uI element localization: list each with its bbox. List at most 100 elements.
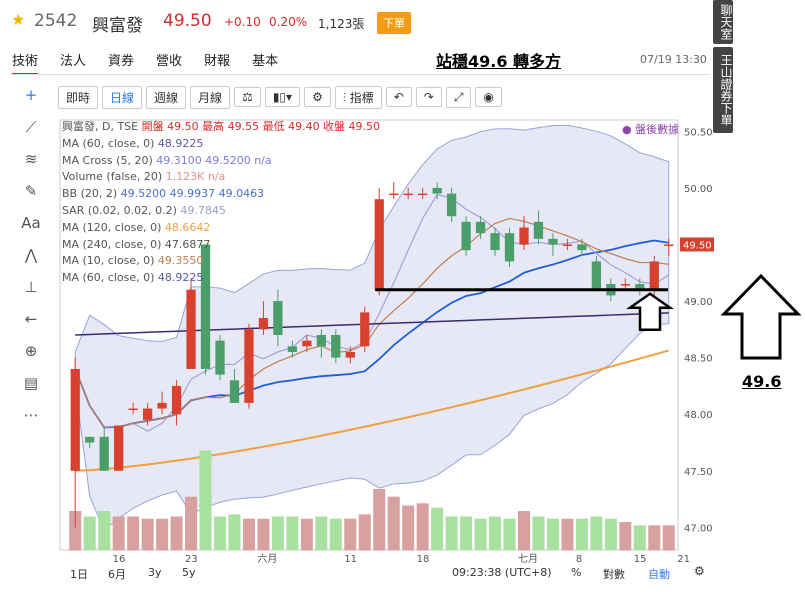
redo-icon[interactable]: ↷: [415, 87, 442, 107]
candle-body: [157, 402, 167, 409]
volume-bar: [489, 516, 502, 551]
legend-row: Volume (false, 20) 1.123K n/a: [62, 169, 380, 186]
candle-body: [229, 380, 240, 403]
line-tool-icon[interactable]: ⟋: [25, 118, 37, 136]
volume-bar: [373, 489, 386, 551]
chart-toolbar: 即時 日線 週線 月線 ⚖ ▮▯▾ ⚙ ⫶ 指標 ↶ ↷ ⤢ ◉: [58, 85, 506, 109]
volume-bar: [387, 496, 400, 551]
candle-body: [562, 244, 573, 246]
tab-weekly[interactable]: 週線: [146, 85, 187, 109]
crosshair-icon[interactable]: +: [24, 86, 38, 104]
volume-bar: [416, 503, 429, 551]
candle-body: [345, 351, 355, 358]
broker-order-button[interactable]: 王山證券下單: [713, 47, 733, 133]
volume-bar: [546, 518, 559, 551]
stock-price: 49.50: [163, 11, 212, 31]
candle-body: [461, 221, 471, 251]
y-tick-label: 47.00: [684, 523, 713, 534]
brush-icon[interactable]: ✎: [24, 182, 38, 200]
tab-monthly[interactable]: 月線: [190, 85, 231, 109]
tab-margin[interactable]: 資券: [108, 54, 135, 69]
text-tool-icon[interactable]: Aa: [21, 214, 41, 232]
volume-bar: [445, 516, 458, 551]
candle-type-icon[interactable]: ▮▯▾: [264, 87, 301, 107]
volume-bar: [402, 505, 415, 551]
tab-institutional[interactable]: 法人: [60, 54, 87, 69]
legend-row: MA Cross (5, 20) 49.3100 49.5200 n/a: [62, 153, 380, 170]
gear-icon[interactable]: ⚙: [694, 564, 705, 578]
date-time: 07/19 13:30: [640, 53, 707, 66]
candle-body: [446, 193, 457, 217]
tab-financials[interactable]: 財報: [204, 54, 231, 69]
clock-readout: 09:23:38 (UTC+8): [452, 566, 552, 579]
scale-icon[interactable]: ⚖: [234, 87, 261, 107]
pattern-tool-icon[interactable]: ⋀: [24, 246, 38, 264]
y-tick-label: 50.00: [684, 184, 713, 195]
y-tick-label: 49.00: [684, 297, 713, 308]
legend-name: MA (120, close, 0): [62, 220, 165, 234]
stock-name: 興富發: [92, 16, 143, 36]
candle-body: [200, 244, 211, 369]
fullscreen-icon[interactable]: ⤢: [445, 86, 472, 108]
x-tick-label: 23: [185, 554, 198, 564]
more-icon[interactable]: ⋯: [23, 406, 39, 424]
volume-bar: [662, 525, 675, 551]
x-tick-label: 21: [677, 554, 690, 564]
price-change: +0.10: [224, 15, 261, 29]
timeframe-1d[interactable]: 1日: [70, 568, 88, 581]
fib-tool-icon[interactable]: ≋: [24, 150, 38, 168]
afterhours-link[interactable]: ● 盤後數據: [622, 123, 680, 136]
x-tick-label: 8: [576, 554, 582, 564]
tab-realtime[interactable]: 即時: [58, 85, 99, 109]
legend-name: 興富發, D, TSE: [62, 120, 142, 133]
y-tick-label: 47.50: [684, 467, 713, 478]
timeframe-5y[interactable]: 5y: [182, 566, 196, 579]
candle-body: [591, 261, 602, 290]
indicators-button[interactable]: ⫶ 指標: [334, 85, 382, 109]
legend-values: 1.123K n/a: [165, 170, 226, 184]
volume-bar: [517, 511, 531, 551]
volume-bar: [112, 516, 125, 551]
measure-tool-icon[interactable]: ⊥: [24, 278, 38, 296]
legend-values: 48.9225: [157, 271, 204, 285]
price-chart[interactable]: 47.00 47.50 48.00 48.50 49.00 49.50 50.00 50.50…: [56, 114, 716, 564]
zoom-icon[interactable]: ⊕: [24, 342, 38, 360]
volume-bar: [141, 518, 154, 551]
camera-icon[interactable]: ◉: [475, 87, 502, 107]
last-price-box: [680, 237, 714, 252]
candle-body: [70, 368, 80, 471]
auto-toggle[interactable]: 自動: [648, 568, 670, 581]
volume-bar: [83, 516, 96, 551]
volume-bar: [561, 518, 574, 551]
settings-icon[interactable]: ⚙: [304, 87, 331, 107]
candle-body: [186, 289, 196, 369]
tab-daily[interactable]: 日線: [102, 85, 143, 109]
arrow-left-icon[interactable]: ←: [24, 310, 38, 328]
volume-bar: [98, 511, 111, 551]
candle-body: [114, 425, 124, 471]
candle-body: [374, 199, 384, 290]
y-tick-label: 48.50: [684, 354, 713, 365]
legend-name: MA (240, close, 0): [62, 237, 165, 251]
candle-body: [432, 187, 442, 194]
tab-technical[interactable]: 技術: [12, 50, 39, 75]
volume-bar: [431, 507, 444, 551]
log-toggle[interactable]: 對數: [603, 568, 625, 581]
star-icon[interactable]: ★: [11, 10, 26, 29]
volume-bar: [242, 518, 255, 551]
undo-icon[interactable]: ↶: [385, 87, 412, 107]
candle-body: [258, 318, 269, 330]
tab-basic[interactable]: 基本: [252, 54, 279, 69]
timeframe-6m[interactable]: 6月: [108, 568, 126, 581]
order-button[interactable]: 下單: [377, 12, 411, 34]
percent-toggle[interactable]: %: [571, 566, 582, 579]
legend-row: MA (60, close, 0) 48.9225: [62, 270, 380, 287]
tab-revenue[interactable]: 營收: [156, 54, 183, 69]
timeframe-3y[interactable]: 3y: [148, 566, 162, 579]
ma60-line: [75, 312, 669, 336]
volume-text: 1,123張: [318, 17, 365, 31]
chart-legend: 興富發, D, TSE 開盤 49.50 最高 49.55 最低 49.40 收…: [62, 119, 380, 287]
ruler-icon[interactable]: ▤: [23, 374, 39, 392]
chatroom-button[interactable]: 聊天室: [713, 0, 733, 44]
indicator-icon: ⫶: [342, 90, 346, 105]
